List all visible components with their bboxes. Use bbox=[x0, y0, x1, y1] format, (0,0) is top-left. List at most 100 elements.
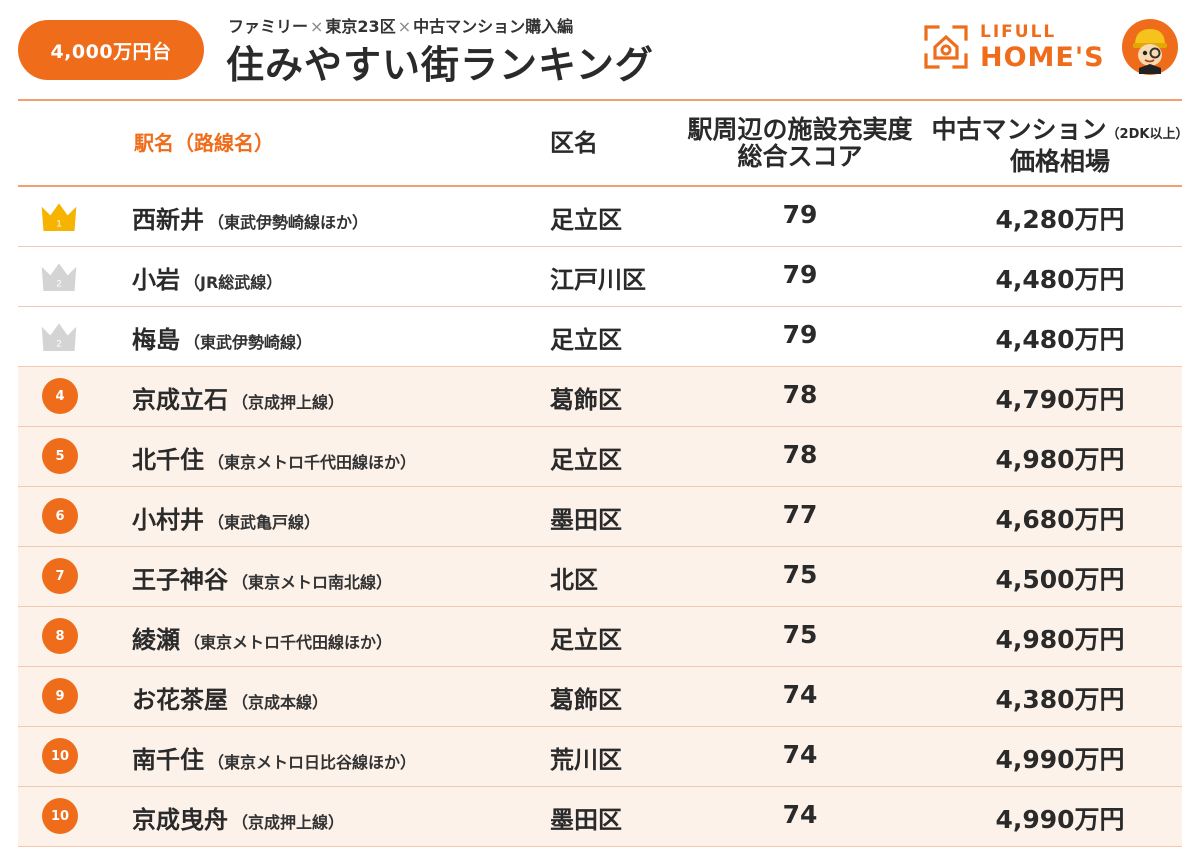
ward-cell: 墨田区 bbox=[550, 506, 622, 534]
lifull-homes-logo: LIFULL HOME'S bbox=[924, 20, 1105, 74]
column-header-score-line2: 総合スコア bbox=[737, 142, 863, 171]
score-cell: 78 bbox=[782, 380, 818, 409]
station-name: 南千住 bbox=[132, 746, 204, 774]
station-name: 京成立石 bbox=[132, 386, 228, 414]
score-cell: 75 bbox=[782, 620, 818, 649]
price-cell: 4,480万円 bbox=[995, 265, 1125, 294]
station-cell: 梅島 （東武伊勢崎線） bbox=[132, 320, 312, 355]
station-cell: 小岩 （JR総武線） bbox=[132, 260, 282, 295]
column-header-price-note: （2DK以上） bbox=[1106, 127, 1189, 142]
divider bbox=[18, 99, 1182, 101]
ward-cell: 足立区 bbox=[550, 626, 622, 654]
ward-cell: 北区 bbox=[550, 566, 598, 594]
station-line: （東京メトロ千代田線ほか） bbox=[184, 633, 393, 652]
rank-badge: 8 bbox=[42, 618, 78, 654]
ward-cell: 葛飾区 bbox=[550, 686, 622, 714]
score-cell: 79 bbox=[782, 320, 818, 349]
table-row: 1 西新井 （東武伊勢崎線ほか） 足立区 79 4,280万円 bbox=[18, 187, 1182, 247]
station-cell: お花茶屋 （京成本線） bbox=[132, 680, 328, 715]
page-title: 住みやすい街ランキング bbox=[226, 43, 654, 87]
column-header-station: 駅名（路線名） bbox=[134, 131, 274, 155]
rank-badge: 6 bbox=[42, 498, 78, 534]
price-cell: 4,680万円 bbox=[995, 505, 1125, 534]
station-line: （東武亀戸線） bbox=[208, 513, 321, 532]
rank-badge: 10 bbox=[42, 738, 78, 774]
station-line: （京成押上線） bbox=[232, 393, 345, 412]
price-cell: 4,990万円 bbox=[995, 805, 1125, 834]
station-name: 小岩 bbox=[132, 266, 180, 294]
station-name: 小村井 bbox=[132, 506, 204, 534]
ranking-table: 駅名（路線名） 区名 駅周辺の施設充実度 総合スコア 中古マンション（2DK以上… bbox=[18, 99, 1188, 847]
station-cell: 南千住 （東京メトロ日比谷線ほか） bbox=[132, 740, 416, 775]
table-body: 1 西新井 （東武伊勢崎線ほか） 足立区 79 4,280万円 2 小岩 （JR総武線） 江戸川区… bbox=[18, 187, 1182, 847]
ward-cell: 葛飾区 bbox=[550, 386, 622, 414]
table-row: 5 北千住 （東京メトロ千代田線ほか） 足立区 78 4,980万円 bbox=[18, 427, 1182, 487]
station-line: （JR総武線） bbox=[184, 273, 283, 292]
station-name: 京成曳舟 bbox=[132, 806, 228, 834]
station-name: 梅島 bbox=[132, 326, 180, 354]
subtitle-part: 東京23区 bbox=[325, 17, 396, 36]
rank-number: 2 bbox=[56, 279, 61, 290]
rank-badge: 4 bbox=[42, 378, 78, 414]
logo-text-homes: HOME'S bbox=[980, 41, 1105, 73]
score-cell: 79 bbox=[782, 200, 818, 229]
station-line: （東京メトロ南北線） bbox=[232, 573, 393, 592]
column-header-price-line1: 中古マンション bbox=[931, 115, 1107, 144]
station-cell: 北千住 （東京メトロ千代田線ほか） bbox=[132, 440, 416, 475]
station-cell: 王子神谷 （東京メトロ南北線） bbox=[132, 560, 392, 595]
station-line: （東京メトロ千代田線ほか） bbox=[208, 453, 417, 472]
table-row: 8 綾瀬 （東京メトロ千代田線ほか） 足立区 75 4,980万円 bbox=[18, 607, 1182, 667]
price-cell: 4,380万円 bbox=[995, 685, 1125, 714]
table-row: 10 南千住 （東京メトロ日比谷線ほか） 荒川区 74 4,990万円 bbox=[18, 727, 1182, 787]
crown-icon: 1 bbox=[41, 203, 77, 231]
score-cell: 74 bbox=[782, 680, 818, 709]
ward-cell: 足立区 bbox=[550, 326, 622, 354]
mascot-icon bbox=[1122, 19, 1178, 75]
station-name: お花茶屋 bbox=[132, 686, 228, 714]
subtitle: ファミリー × 東京23区 × 中古マンション購入編 bbox=[228, 13, 573, 37]
table-row: 2 梅島 （東武伊勢崎線） 足立区 79 4,480万円 bbox=[18, 307, 1182, 367]
ward-cell: 足立区 bbox=[550, 206, 622, 234]
table-row: 6 小村井 （東武亀戸線） 墨田区 77 4,680万円 bbox=[18, 487, 1182, 547]
price-cell: 4,480万円 bbox=[995, 325, 1125, 354]
table-row: 7 王子神谷 （東京メトロ南北線） 北区 75 4,500万円 bbox=[18, 547, 1182, 607]
column-header-ward: 区名 bbox=[550, 129, 598, 157]
price-cell: 4,790万円 bbox=[995, 385, 1125, 414]
ward-cell: 荒川区 bbox=[550, 746, 622, 774]
station-cell: 綾瀬 （東京メトロ千代田線ほか） bbox=[132, 620, 392, 655]
price-cell: 4,980万円 bbox=[995, 625, 1125, 654]
station-cell: 西新井 （東武伊勢崎線ほか） bbox=[132, 200, 368, 235]
station-line: （東京メトロ日比谷線ほか） bbox=[208, 753, 417, 772]
price-cell: 4,990万円 bbox=[995, 745, 1125, 774]
column-header-score-line1: 駅周辺の施設充実度 bbox=[687, 115, 913, 144]
table-row: 10 京成曳舟 （京成押上線） 墨田区 74 4,990万円 bbox=[18, 787, 1182, 847]
score-cell: 79 bbox=[782, 260, 818, 289]
subtitle-part: ファミリー bbox=[228, 17, 309, 36]
table-row: 4 京成立石 （京成押上線） 葛飾区 78 4,790万円 bbox=[18, 367, 1182, 427]
table-row: 2 小岩 （JR総武線） 江戸川区 79 4,480万円 bbox=[18, 247, 1182, 307]
station-line: （京成押上線） bbox=[232, 813, 345, 832]
table-header: 駅名（路線名） 区名 駅周辺の施設充実度 総合スコア 中古マンション（2DK以上… bbox=[18, 101, 1188, 187]
price-cell: 4,500万円 bbox=[995, 565, 1125, 594]
rank-number: 2 bbox=[56, 339, 61, 350]
station-line: （東武伊勢崎線ほか） bbox=[208, 213, 369, 232]
station-name: 北千住 bbox=[132, 446, 204, 474]
column-header-score: 駅周辺の施設充実度 総合スコア bbox=[684, 116, 916, 170]
station-cell: 京成立石 （京成押上線） bbox=[132, 380, 344, 415]
score-cell: 74 bbox=[782, 800, 818, 829]
crown-icon: 2 bbox=[41, 323, 77, 351]
rank-badge: 5 bbox=[42, 438, 78, 474]
price-range-badge: 4,000万円台 bbox=[18, 20, 204, 80]
price-cell: 4,980万円 bbox=[995, 445, 1125, 474]
station-line: （京成本線） bbox=[232, 693, 329, 712]
rank-number: 1 bbox=[56, 219, 61, 230]
station-name: 王子神谷 bbox=[132, 566, 228, 594]
score-cell: 74 bbox=[782, 740, 818, 769]
logo-text-lifull: LIFULL bbox=[980, 21, 1057, 42]
rank-badge: 7 bbox=[42, 558, 78, 594]
subtitle-separator: × bbox=[310, 17, 324, 36]
score-cell: 77 bbox=[782, 500, 818, 529]
crown-icon: 2 bbox=[41, 263, 77, 291]
subtitle-separator: × bbox=[397, 17, 412, 36]
table-row: 9 お花茶屋 （京成本線） 葛飾区 74 4,380万円 bbox=[18, 667, 1182, 727]
